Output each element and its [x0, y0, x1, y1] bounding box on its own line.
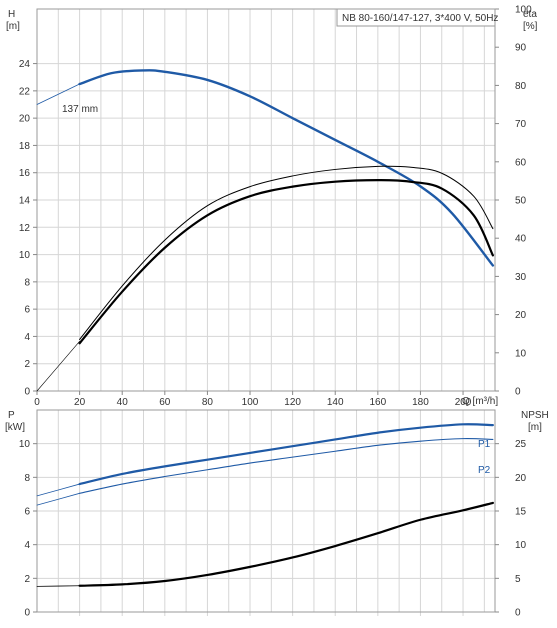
series-line-1-1	[36, 483, 80, 497]
right-tick-label: 60	[515, 157, 527, 168]
right-tick-label: 10	[515, 348, 527, 359]
x-tick-label: 0	[34, 397, 40, 408]
right-tick-label: 90	[515, 43, 527, 54]
right-tick-label: 25	[515, 439, 527, 450]
head-grid	[37, 9, 495, 392]
chart-title: NB 80-160/147-127, 3*400 V, 50Hz	[342, 13, 498, 24]
left-tick-label: 0	[24, 608, 30, 619]
right-tick-label: 40	[515, 234, 527, 245]
power-npsh-chart: 0 2 4 6 8 10 0 5 10 15 20 25 P [kW] NPSH [m] P1 P2	[5, 409, 549, 619]
right-tick-label: 100	[515, 5, 532, 16]
left-tick-label: 2	[24, 359, 30, 370]
series-line-0-0	[78, 69, 495, 267]
left-tick-label: 6	[24, 305, 30, 316]
right-tick-label: 30	[515, 272, 527, 283]
series-line-1-4	[78, 501, 494, 587]
power-axis-label-symbol: P	[8, 410, 15, 421]
x-tick-label: 80	[202, 397, 214, 408]
x-tick-label: 60	[159, 397, 171, 408]
left-tick-label: 2	[24, 574, 30, 585]
series-line-0-4	[36, 341, 80, 392]
right-tick-label: 20	[515, 310, 527, 321]
x-tick-label: 100	[242, 397, 259, 408]
x-tick-label: 180	[412, 397, 429, 408]
x-tick-label: 200	[455, 397, 472, 408]
series-line-0-3	[79, 165, 494, 340]
left-tick-label: 0	[24, 387, 30, 398]
left-tick-label: 24	[19, 59, 31, 70]
npsh-axis-label-unit: [m]	[528, 422, 542, 433]
p1-curve	[78, 423, 494, 486]
left-tick-label: 8	[24, 473, 30, 484]
p2-series-label: P2	[478, 465, 491, 476]
head-axis-label-unit: [m]	[6, 21, 20, 32]
x-tick-label: 160	[369, 397, 386, 408]
series-line-1-5	[36, 585, 80, 587]
x-tick-label: 20	[74, 397, 86, 408]
npsh-axis-label-symbol: NPSH	[521, 410, 549, 421]
head-efficiency-series	[36, 69, 495, 392]
p1-series-label: P1	[478, 439, 491, 450]
right-tick-label: 20	[515, 473, 527, 484]
left-tick-label: 12	[19, 223, 31, 234]
right-tick-label: 0	[515, 387, 521, 398]
right-tick-label: 0	[515, 608, 521, 619]
series-line-0-1	[36, 83, 80, 105]
left-tick-label: 8	[24, 277, 30, 288]
head-axis-label-symbol: H	[8, 9, 15, 20]
power-axis-label-unit: [kW]	[5, 422, 25, 433]
power-npsh-series	[36, 423, 494, 587]
title-box	[336, 8, 496, 27]
left-tick-label: 4	[24, 540, 30, 551]
series-line-1-3	[36, 492, 80, 506]
x-tick-label: 120	[284, 397, 301, 408]
right-tick-label: 80	[515, 81, 527, 92]
flow-axis-ticks: 0 20 40 60 80 100 120 140 160 180 200	[34, 391, 472, 408]
p2-curve	[79, 438, 494, 494]
left-tick-label: 22	[19, 86, 31, 97]
eta-axis-label-unit: [%]	[523, 21, 538, 32]
left-tick-label: 4	[24, 332, 30, 343]
left-tick-label: 10	[19, 439, 31, 450]
right-tick-label: 10	[515, 540, 527, 551]
eta-axis-label-symbol: eta	[523, 9, 537, 20]
x-tick-label: 40	[117, 397, 129, 408]
right-tick-label: 5	[515, 574, 521, 585]
left-tick-label: 14	[19, 196, 31, 207]
power-axis-ticks: 0 2 4 6 8 10	[19, 439, 37, 619]
impeller-diameter-annotation: 137 mm	[62, 104, 98, 115]
left-tick-label: 10	[19, 250, 31, 261]
right-tick-label: 15	[515, 507, 527, 518]
left-tick-label: 6	[24, 507, 30, 518]
npsh-axis-ticks: 0 5 10 15 20 25	[495, 439, 527, 619]
left-tick-label: 18	[19, 141, 31, 152]
flow-axis-label: Q [m³/h]	[462, 396, 498, 407]
right-tick-label: 70	[515, 119, 527, 130]
series-line-0-2	[78, 179, 494, 345]
eta-axis-ticks: 0 10 20 30 40 50 60 70 80 90 100	[495, 5, 532, 398]
right-tick-label: 50	[515, 196, 527, 207]
left-tick-label: 16	[19, 168, 31, 179]
left-tick-label: 20	[19, 114, 31, 125]
x-tick-label: 140	[327, 397, 344, 408]
